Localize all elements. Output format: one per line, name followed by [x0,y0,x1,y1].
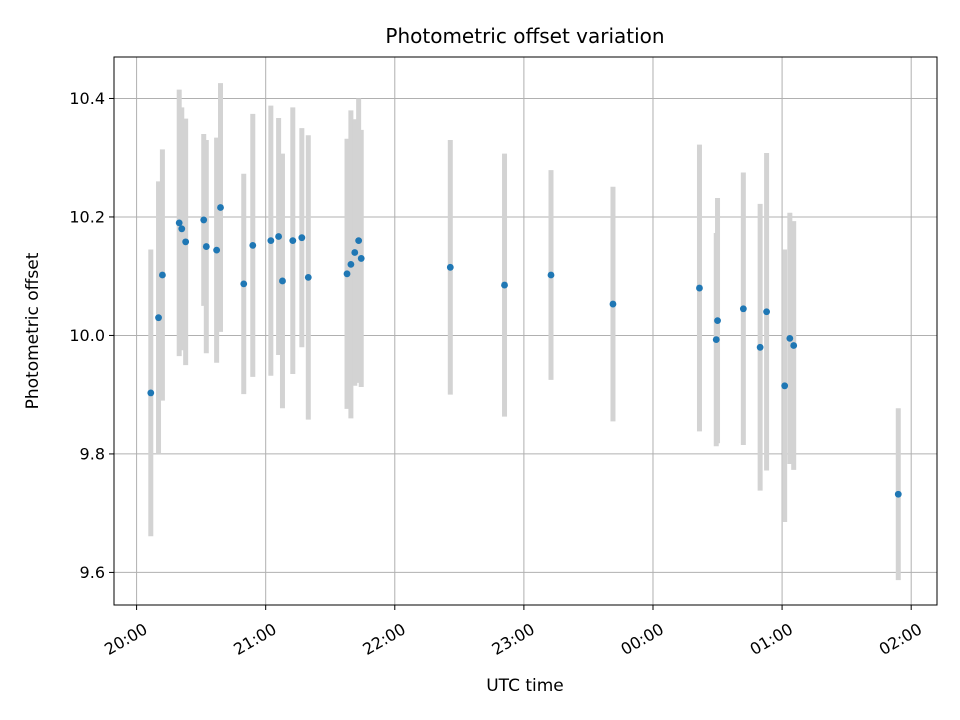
data-point [696,284,703,292]
data-point [267,237,275,245]
y-tick-label: 9.6 [80,563,105,582]
y-axis-ticks: 9.6 9.8 10.0 10.2 10.4 [69,89,114,582]
data-point [347,260,355,268]
data-point [763,308,770,316]
data-point [202,243,210,250]
data-point [304,273,312,281]
data-point [781,382,789,390]
data-point [756,343,764,351]
data-point [790,342,798,349]
plot-frame [113,56,938,606]
data-point [249,241,257,249]
y-tick-label: 9.8 [80,444,105,463]
data-point [343,270,351,278]
data-point [279,277,286,285]
y-tick-label: 10.0 [69,326,105,345]
data-point [786,335,794,342]
data-point [547,271,555,279]
data-points [147,204,902,498]
data-point [240,280,248,288]
data-point [894,490,902,498]
data-point [159,271,166,279]
y-axis-label: Photometric offset [23,252,43,409]
data-point [178,225,186,233]
data-point [147,389,155,397]
data-point [182,238,190,246]
data-point [739,305,747,313]
data-point [213,246,221,254]
data-point [298,234,306,242]
data-point [714,317,721,325]
data-point [446,263,454,271]
data-point [357,255,365,262]
data-point [275,233,282,240]
data-point [712,336,720,343]
data-point [200,216,208,224]
x-axis-label: UTC time [486,676,564,696]
data-point [217,204,224,211]
data-point [501,281,508,289]
data-point [289,237,297,245]
data-point [609,300,617,308]
data-point [355,237,363,245]
chart-title: Photometric offset variation [385,24,664,48]
data-point [351,249,359,256]
y-tick-label: 10.4 [69,89,105,108]
data-point [175,219,183,227]
data-point [155,314,162,322]
y-tick-label: 10.2 [69,207,105,226]
